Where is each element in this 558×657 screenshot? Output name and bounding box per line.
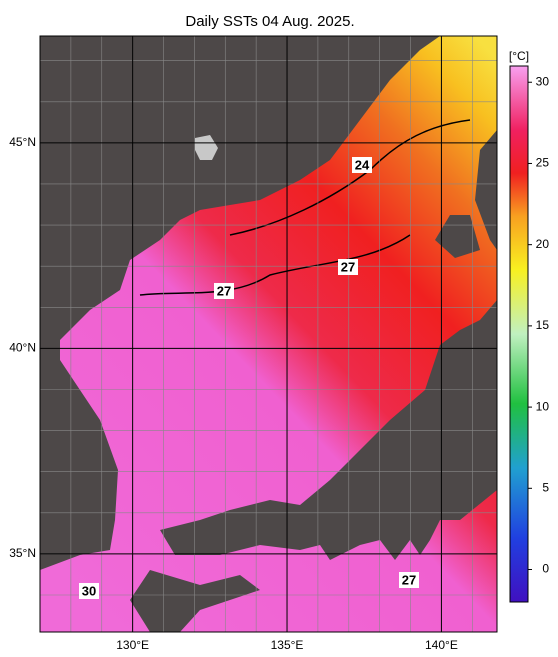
contour-label-box xyxy=(79,583,99,599)
lon-tick-label: 135°E xyxy=(271,638,304,652)
hokkaido xyxy=(435,130,497,258)
contour-label-box xyxy=(214,283,234,299)
colorbar-tick-label: 10 xyxy=(536,399,550,413)
lat-tick-label: 40°N xyxy=(9,341,36,355)
lat-tick-label: 35°N xyxy=(9,546,36,560)
colorbar-tick-label: 0 xyxy=(542,562,549,576)
colorbar-tick-label: 20 xyxy=(536,237,550,251)
contour-label-box xyxy=(338,259,358,275)
colorbar-tick-label: 5 xyxy=(542,480,549,494)
lon-tick-label: 130°E xyxy=(116,638,149,652)
kyushu-shikoku xyxy=(130,570,260,632)
contour-label: 27 xyxy=(341,259,355,274)
contour-label-box xyxy=(399,572,419,588)
lat-tick-label: 45°N xyxy=(9,135,36,149)
colorbar-tick-label: 30 xyxy=(536,74,550,88)
map-frame xyxy=(39,35,498,633)
contour-label: 30 xyxy=(82,583,96,598)
lake xyxy=(195,135,218,160)
contour-label: 27 xyxy=(402,572,416,587)
colorbar-tick-label: 25 xyxy=(536,156,550,170)
title: Daily SSTs 04 Aug. 2025. xyxy=(185,13,354,30)
colorbar-tick-label: 15 xyxy=(536,318,550,332)
contour-label: 24 xyxy=(355,157,370,172)
honshu xyxy=(160,300,497,560)
colorbar-unit: [°C] xyxy=(509,49,529,63)
continent xyxy=(40,36,440,570)
contour-label-box xyxy=(352,157,372,173)
lon-tick-label: 140°E xyxy=(425,638,458,652)
map xyxy=(40,36,497,632)
contour-line xyxy=(139,234,411,296)
colorbar xyxy=(509,65,529,603)
contour-label: 27 xyxy=(217,283,231,298)
